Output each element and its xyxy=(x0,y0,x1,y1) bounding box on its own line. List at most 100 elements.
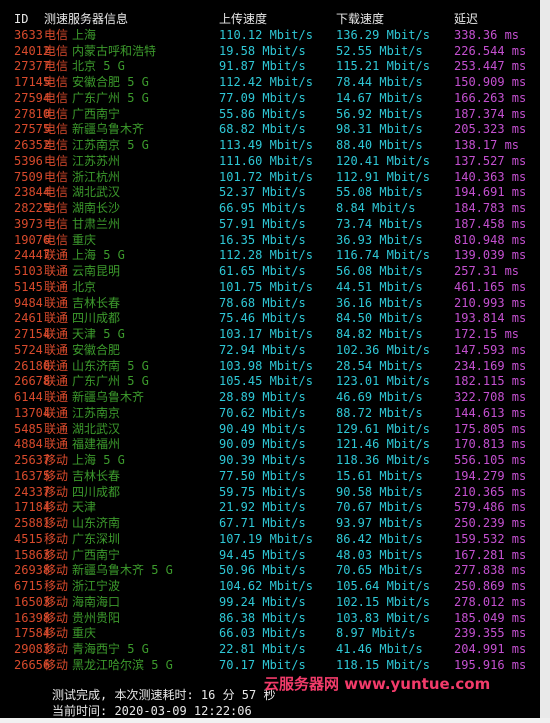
row-latency: 138.17 ms xyxy=(454,138,520,152)
row-id: 27594 xyxy=(14,90,51,105)
row-id: 16375 xyxy=(14,468,51,483)
row-id: 4515 xyxy=(14,531,43,546)
row-isp: 移动 xyxy=(44,484,69,499)
row-isp: 联通 xyxy=(44,405,69,420)
row-node: 上海 5 G xyxy=(72,248,125,263)
row-download: 121.46 Mbit/s xyxy=(336,437,430,452)
row-download: 70.65 Mbit/s xyxy=(336,563,423,578)
row-id: 17184 xyxy=(14,500,51,515)
row-latency: 278.012 ms xyxy=(454,594,527,609)
row-latency: 144.613 ms xyxy=(454,405,527,420)
row-isp: 移动 xyxy=(44,657,69,672)
row-id: 5103 xyxy=(14,264,43,278)
row-node: 北京 xyxy=(72,279,97,294)
row-latency: 226.544 ms xyxy=(454,43,527,58)
row-isp: 联通 xyxy=(44,279,69,294)
row-latency: 187.458 ms xyxy=(454,216,527,231)
row-download: 120.41 Mbit/s xyxy=(336,153,430,168)
row-upload: 66.03 Mbit/s xyxy=(219,626,306,641)
row-isp: 移动 xyxy=(44,594,69,609)
row-node: 上海 xyxy=(72,27,97,42)
row-isp: 移动 xyxy=(44,468,69,483)
row-node: 广西南宁 xyxy=(72,547,121,562)
row-node: 山东济南 5 G xyxy=(72,358,149,373)
row-upload: 101.75 Mbit/s xyxy=(219,279,313,294)
row-latency: 253.447 ms xyxy=(454,59,527,74)
row-isp: 联通 xyxy=(44,437,69,452)
row-upload: 90.09 Mbit/s xyxy=(219,437,306,452)
row-id: 13704 xyxy=(14,405,51,420)
row-upload: 28.89 Mbit/s xyxy=(219,390,306,404)
row-upload: 66.95 Mbit/s xyxy=(219,201,306,215)
row-isp: 电信 xyxy=(44,185,69,200)
row-id: 9484 xyxy=(14,295,43,310)
row-isp: 联通 xyxy=(44,327,69,341)
row-isp: 联通 xyxy=(44,295,69,310)
row-isp: 移动 xyxy=(44,579,69,593)
row-isp: 电信 xyxy=(44,27,69,42)
row-download: 102.36 Mbit/s xyxy=(336,342,430,357)
row-id: 29083 xyxy=(14,642,51,656)
row-node: 北京 5 G xyxy=(72,59,125,74)
row-isp: 电信 xyxy=(44,59,69,74)
row-download: 44.51 Mbit/s xyxy=(336,279,423,294)
row-upload: 21.92 Mbit/s xyxy=(219,500,306,515)
row-upload: 55.86 Mbit/s xyxy=(219,106,306,121)
row-node: 甘肃兰州 xyxy=(72,216,121,231)
row-node: 广东广州 5 G xyxy=(72,90,149,105)
row-latency: 277.838 ms xyxy=(454,563,527,578)
row-node: 天津 xyxy=(72,500,97,515)
row-upload: 86.38 Mbit/s xyxy=(219,610,306,625)
row-latency: 175.805 ms xyxy=(454,421,527,436)
row-upload: 67.71 Mbit/s xyxy=(219,516,306,530)
row-upload: 16.35 Mbit/s xyxy=(219,232,306,247)
row-download: 115.21 Mbit/s xyxy=(336,59,430,74)
row-isp: 联通 xyxy=(44,264,69,278)
row-node: 新疆乌鲁木齐 xyxy=(72,122,145,137)
row-latency: 205.323 ms xyxy=(454,122,527,137)
row-id: 27575 xyxy=(14,122,51,137)
row-upload: 99.24 Mbit/s xyxy=(219,594,306,609)
row-id: 17145 xyxy=(14,75,51,89)
row-download: 88.40 Mbit/s xyxy=(336,138,423,152)
row-id: 24447 xyxy=(14,248,51,263)
row-isp: 电信 xyxy=(44,106,69,121)
row-latency: 322.708 ms xyxy=(454,390,527,404)
row-isp: 电信 xyxy=(44,232,69,247)
row-node: 山东济南 xyxy=(72,516,121,530)
row-node: 广东广州 5 G xyxy=(72,374,149,389)
row-id: 7509 xyxy=(14,169,43,184)
row-upload: 22.81 Mbit/s xyxy=(219,642,306,656)
row-id: 23844 xyxy=(14,185,51,200)
row-latency: 182.115 ms xyxy=(454,374,527,389)
row-upload: 50.96 Mbit/s xyxy=(219,563,306,578)
row-node: 福建福州 xyxy=(72,437,121,452)
row-upload: 19.58 Mbit/s xyxy=(219,43,306,58)
row-latency: 140.363 ms xyxy=(454,169,527,184)
row-isp: 移动 xyxy=(44,453,69,467)
row-latency: 166.263 ms xyxy=(454,90,527,105)
row-isp: 联通 xyxy=(44,390,69,404)
row-node: 贵州贵阳 xyxy=(72,610,121,625)
row-upload: 110.12 Mbit/s xyxy=(219,27,313,42)
row-download: 8.97 Mbit/s xyxy=(336,626,416,641)
row-download: 8.84 Mbit/s xyxy=(336,201,416,215)
row-download: 102.15 Mbit/s xyxy=(336,594,430,609)
row-id: 16398 xyxy=(14,610,51,625)
row-download: 28.54 Mbit/s xyxy=(336,358,423,373)
test-complete-message: 测试完成, 本次测速耗时: 16 分 57 秒 xyxy=(52,688,276,702)
footer: 测试完成, 本次测速耗时: 16 分 57 秒 当前时间: 2020-03-09… xyxy=(52,688,275,720)
row-upload: 78.68 Mbit/s xyxy=(219,295,306,310)
row-id: 19076 xyxy=(14,232,51,247)
row-isp: 电信 xyxy=(44,90,69,105)
row-latency: 167.281 ms xyxy=(454,547,527,562)
row-isp: 移动 xyxy=(44,547,69,562)
row-download: 36.16 Mbit/s xyxy=(336,295,423,310)
row-latency: 194.691 ms xyxy=(454,185,527,200)
row-id: 15863 xyxy=(14,547,51,562)
row-upload: 90.49 Mbit/s xyxy=(219,421,306,436)
row-latency: 185.049 ms xyxy=(454,610,527,625)
row-id: 4884 xyxy=(14,437,43,452)
header-download: 下载速度 xyxy=(336,12,385,26)
